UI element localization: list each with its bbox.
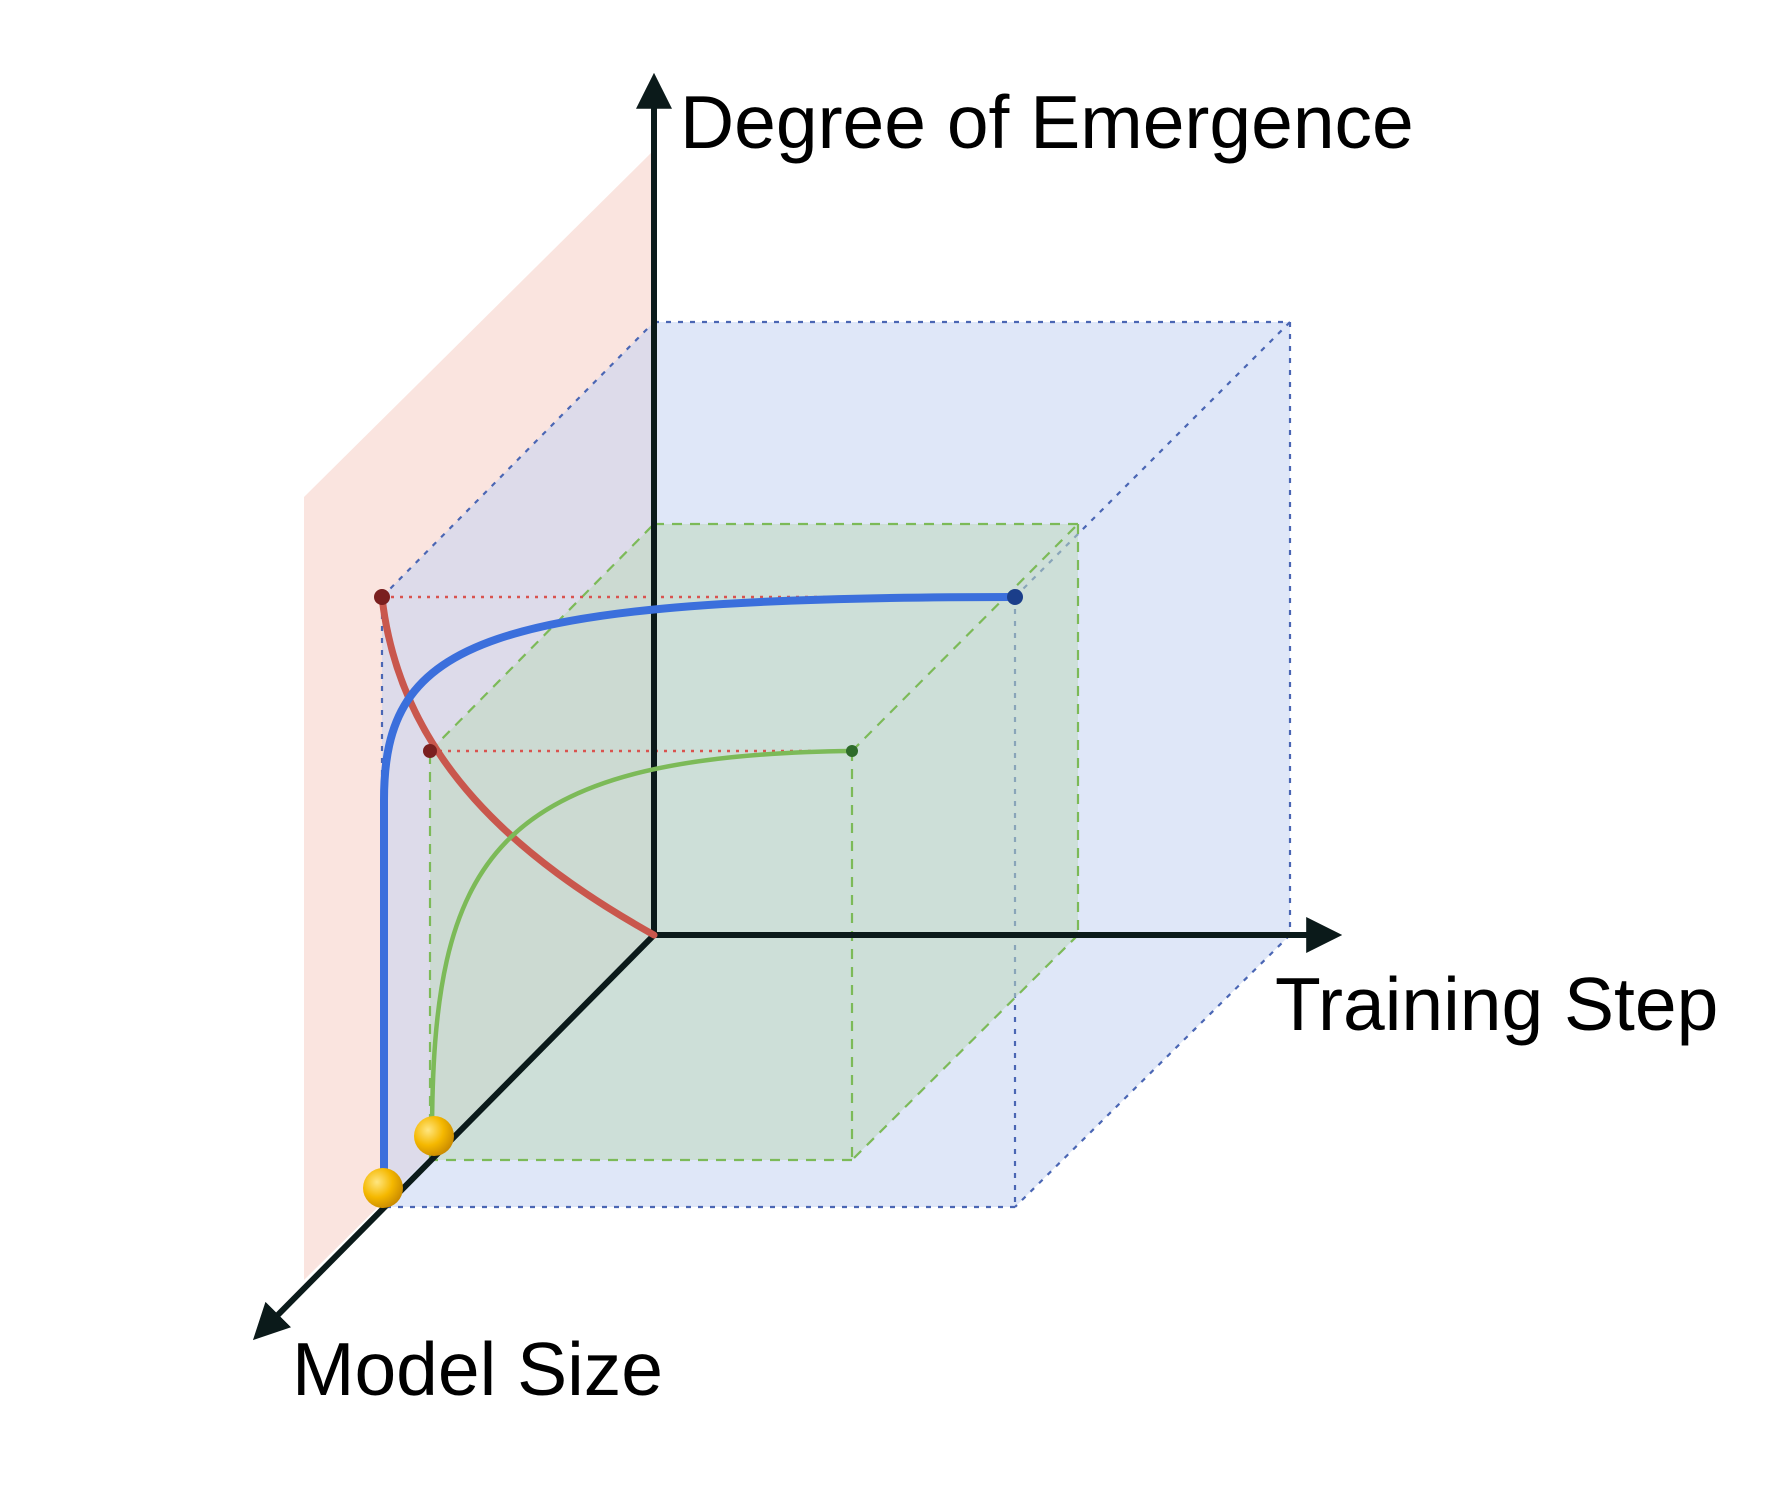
- horizontal-axis-label: Training Step: [1275, 962, 1718, 1046]
- large-model-curve: [380, 593, 1019, 1194]
- endpoint-markers: [374, 589, 1023, 758]
- vertical-axis-label: Degree of Emergence: [680, 80, 1414, 164]
- model-size-projection-curve: [378, 593, 658, 939]
- projection-lines: [382, 595, 1015, 753]
- large-model-start-point: [363, 1168, 403, 1208]
- small-model-start-point: [414, 1116, 454, 1156]
- red-endpoint-upper: [374, 589, 390, 605]
- axes: [252, 72, 1343, 1341]
- blue-endpoint: [1007, 589, 1023, 605]
- green-endpoint: [846, 745, 858, 757]
- small-model-curve: [429, 748, 855, 1141]
- depth-axis: [252, 932, 657, 1341]
- depth-axis-label: Model Size: [292, 1327, 663, 1411]
- red-endpoint-lower: [423, 744, 437, 758]
